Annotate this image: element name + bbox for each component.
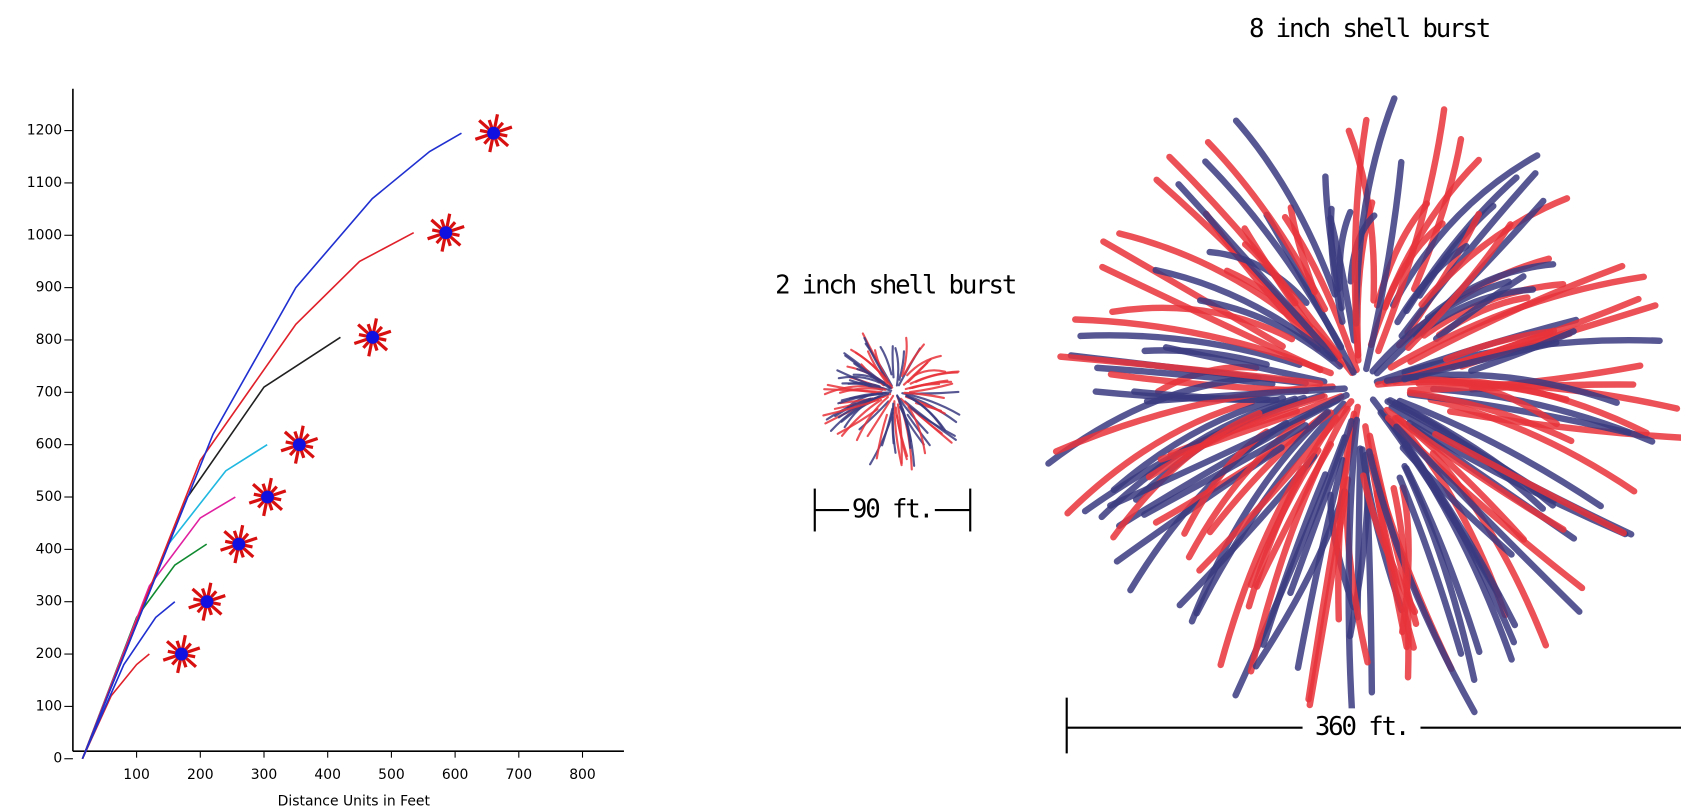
small-burst-title: 2 inch shell burst (775, 270, 1015, 300)
burst-marker (281, 426, 318, 464)
trajectory (82, 602, 174, 759)
y-tick-label: 700 (36, 384, 63, 400)
x-tick-label: 700 (506, 767, 533, 783)
x-tick-label: 300 (251, 767, 278, 783)
y-tick-label: 400 (36, 541, 63, 557)
large-scale-label: 360 ft. (1315, 712, 1408, 742)
firework-illustrations (823, 98, 1681, 713)
x-tick-label: 400 (314, 767, 341, 783)
y-tick-label: 200 (36, 646, 63, 662)
burst-marker (428, 214, 465, 252)
x-tick-label: 100 (123, 767, 150, 783)
burst-marker (163, 635, 200, 673)
burst-marker (475, 114, 512, 152)
trajectory (82, 133, 461, 759)
burst-core (366, 331, 379, 344)
firework-streak (893, 346, 894, 377)
burst-marker (189, 583, 226, 621)
x-tick-label: 800 (569, 767, 596, 783)
y-tick-label: 800 (36, 332, 63, 348)
x-tick-label: 600 (442, 767, 469, 783)
burst-core (293, 438, 306, 451)
y-tick-label: 600 (36, 437, 63, 453)
trajectory (82, 233, 413, 759)
large-burst-title: 8 inch shell burst (1249, 14, 1489, 44)
burst-marker (354, 318, 391, 356)
y-tick-label: 1000 (27, 227, 62, 243)
burst-core (439, 226, 452, 239)
x-tick-label: 200 (187, 767, 214, 783)
burst-core (201, 595, 214, 608)
y-tick-label: 0 (53, 751, 62, 767)
y-tick-label: 900 (36, 280, 63, 296)
y-tick-label: 500 (36, 489, 63, 505)
burst-marker (249, 478, 286, 516)
page: Distance Units in Feet 2 inch shell burs… (0, 0, 1681, 811)
firework-streak (895, 348, 898, 385)
page-canvas: Distance Units in Feet 2 inch shell burs… (0, 0, 1681, 811)
trajectory (82, 497, 235, 759)
burst-marker (221, 525, 258, 563)
firework-streak (1357, 449, 1360, 618)
y-tick-label: 100 (36, 698, 63, 714)
burst-core (232, 538, 245, 551)
trajectory (82, 337, 340, 758)
y-tick-label: 300 (36, 594, 63, 610)
x-axis-label: Distance Units in Feet (278, 794, 431, 810)
x-tick-label: 500 (378, 767, 405, 783)
small-scale-label: 90 ft. (852, 495, 932, 525)
y-tick-label: 1200 (27, 123, 62, 139)
y-tick-label: 1100 (27, 175, 62, 191)
burst-core (487, 127, 500, 140)
burst-core (261, 491, 274, 504)
burst-core (175, 648, 188, 661)
